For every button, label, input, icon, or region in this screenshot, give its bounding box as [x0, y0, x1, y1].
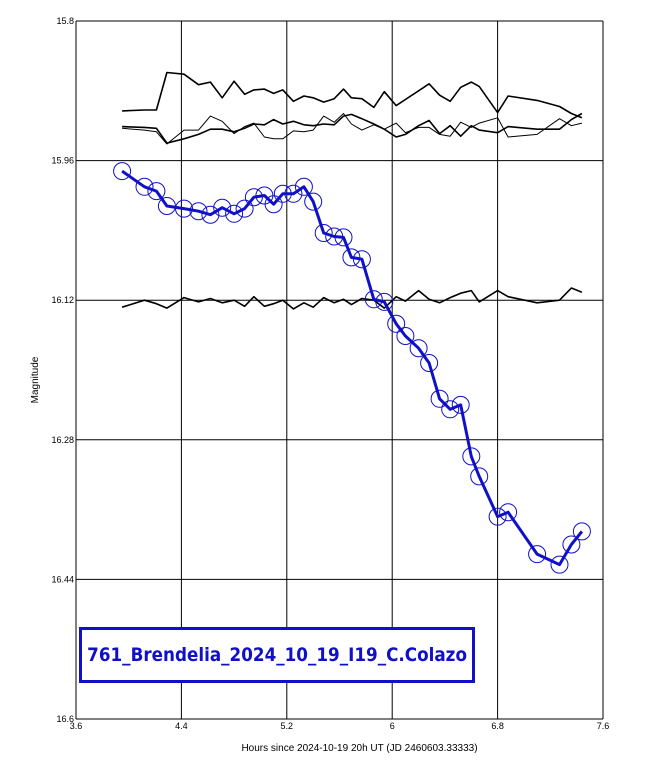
y-tick-label: 15.96: [51, 156, 74, 166]
target-data-point: [113, 162, 132, 181]
target-data-point: [213, 198, 232, 217]
comparison-series-line: [121, 287, 583, 310]
x-tick-label: 6: [390, 721, 395, 731]
comparison-series-line: [122, 113, 583, 145]
target-data-point: [147, 182, 166, 201]
x-tick-label: 6.8: [491, 721, 504, 731]
target-data-point: [175, 199, 193, 218]
target-data-point: [264, 195, 283, 214]
target-data-point: [284, 184, 303, 203]
target-data-point: [396, 327, 415, 345]
x-tick-label: 7.6: [597, 721, 610, 731]
target-data-point: [430, 389, 449, 408]
y-axis-label: Magnitude: [30, 356, 41, 403]
target-data-point: [273, 184, 292, 203]
target-data-point: [528, 545, 547, 564]
y-tick-label: 15.8: [56, 16, 74, 26]
target-data-point: [304, 192, 323, 211]
target-series: [113, 162, 591, 574]
x-tick-label: 3.6: [70, 721, 83, 731]
target-data-point: [201, 205, 220, 224]
target-data-point: [334, 228, 353, 247]
target-data-point: [352, 250, 371, 269]
target-data-point: [488, 507, 507, 526]
x-tick-label: 4.4: [175, 721, 188, 731]
y-tick-label: 16.28: [51, 435, 74, 445]
target-data-point: [135, 177, 154, 196]
target-data-point: [499, 503, 518, 522]
target-data-point: [189, 202, 208, 221]
target-data-point: [451, 395, 470, 414]
y-tick-label: 16.12: [51, 295, 74, 305]
target-data-point: [294, 177, 313, 196]
x-axis-label: Hours since 2024-10-19 20h UT (JD 246060…: [241, 743, 477, 754]
target-data-point: [314, 224, 333, 242]
target-data-point: [342, 248, 361, 267]
y-tick-label: 16.6: [56, 714, 74, 724]
object-label-text: 761_Brendelia_2024_10_19_I19_C.Colazo: [87, 644, 467, 666]
target-data-point: [235, 199, 254, 218]
comparison-series-line: [122, 71, 583, 119]
target-data-point: [572, 522, 591, 541]
target-data-point: [364, 290, 383, 309]
target-data-point: [375, 292, 394, 311]
target-data-point: [470, 467, 489, 486]
comparison-star-lines: [121, 71, 583, 310]
target-data-point: [441, 400, 460, 419]
object-label-box: 761_Brendelia_2024_10_19_I19_C.Colazo: [79, 627, 475, 683]
y-tick-labels: 15.8 15.96 16.12 16.28 16.44 16.6: [51, 16, 74, 724]
grid: [75, 20, 604, 720]
y-tick-label: 16.44: [51, 574, 74, 584]
x-tick-label: 5.2: [281, 721, 294, 731]
target-data-point: [420, 354, 439, 372]
target-data-point: [409, 339, 428, 358]
target-series-line: [121, 169, 584, 567]
target-data-point: [244, 188, 263, 207]
target-data-point: [325, 227, 344, 246]
target-data-point: [225, 204, 244, 223]
comparison-series-line: [122, 112, 583, 144]
target-data-point: [387, 314, 406, 333]
target-data-point: [562, 535, 581, 554]
target-data-point: [550, 555, 569, 574]
x-tick-labels: 3.6 4.4 5.2 6 6.8 7.6: [70, 721, 610, 731]
target-data-point: [462, 447, 481, 466]
